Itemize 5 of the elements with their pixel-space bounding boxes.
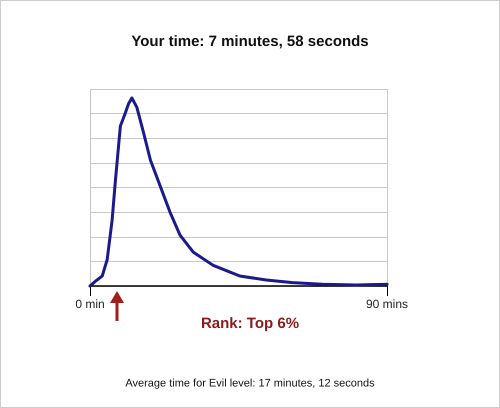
x-tick-label: 0 min — [75, 297, 105, 311]
x-tick-label: 90 mins — [366, 297, 408, 311]
text: Average time for Evil level: 17 minutes, 12 seconds — [125, 378, 376, 390]
text: Rank: Top 6% — [200, 315, 300, 332]
chart-title: Your time: 7 minutes, 58 seconds — [131, 33, 369, 50]
